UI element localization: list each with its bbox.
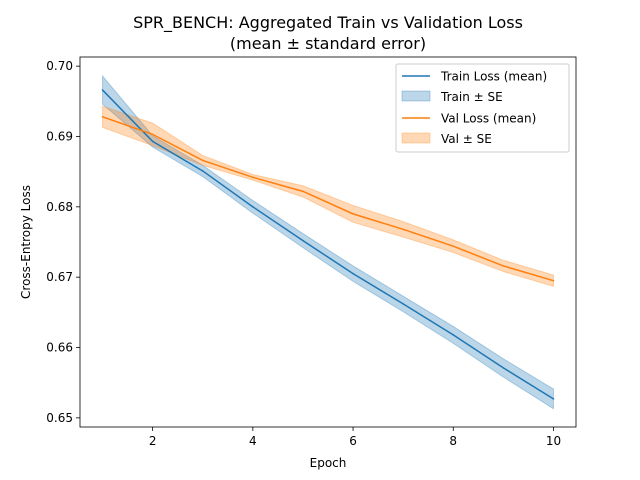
plot-frame	[79, 56, 577, 428]
legend-box	[395, 63, 570, 153]
train-point-5	[302, 239, 304, 242]
x-tick-label: 4	[249, 434, 257, 448]
legend-train-band-swatch	[401, 90, 431, 102]
train-point-3	[201, 170, 204, 172]
x-axis-ticks: 2 4 6 8 10	[149, 427, 561, 448]
y-tick-label: 0.70	[46, 59, 73, 73]
x-axis-label: Epoch	[310, 456, 347, 470]
y-tick-label: 0.66	[46, 341, 73, 355]
x-tick-label: 8	[449, 434, 457, 448]
val-point-6	[352, 213, 354, 215]
val-point-8	[452, 245, 455, 248]
legend-val-band-swatch	[401, 132, 431, 144]
x-tick-label: 6	[349, 434, 357, 448]
chart-title: SPR_BENCH: Aggregated Train vs Validatio…	[133, 13, 523, 33]
y-axis-ticks: 0.65 0.66 0.67 0.68 0.69 0.70	[46, 59, 80, 425]
y-tick-label: 0.69	[46, 129, 73, 143]
y-axis-label: Cross-Entropy Loss	[19, 185, 33, 299]
val-point-4	[252, 176, 254, 179]
legend-val-line-label: Val Loss (mean)	[441, 112, 536, 126]
val-point-9	[502, 265, 505, 267]
val-point-1	[101, 115, 104, 118]
val-point-7	[402, 228, 404, 231]
train-point-8	[452, 334, 455, 336]
x-tick-label: 10	[546, 434, 561, 448]
train-point-10	[552, 398, 555, 400]
train-point-7	[402, 303, 404, 305]
val-point-3	[201, 159, 204, 162]
x-tick-label: 2	[149, 434, 157, 448]
series-lines	[101, 89, 555, 400]
legend: Train Loss (mean) Train ± SE Val Loss (m…	[395, 63, 570, 153]
train-point-1	[101, 89, 104, 91]
val-point-2	[151, 133, 154, 136]
y-tick-label: 0.67	[46, 270, 73, 284]
val-point-5	[302, 190, 304, 193]
legend-train-line-label: Train Loss (mean)	[440, 70, 547, 84]
legend-train-band-label: Train ± SE	[440, 90, 503, 104]
legend-val-band-label: Val ± SE	[441, 132, 492, 146]
y-tick-label: 0.65	[46, 411, 73, 425]
val-mean-line	[102, 116, 554, 282]
chart-subtitle: (mean ± standard error)	[230, 34, 426, 53]
train-point-6	[352, 272, 354, 275]
val-point-10	[552, 279, 555, 282]
train-se-band	[102, 74, 554, 410]
train-point-9	[502, 367, 505, 369]
train-mean-line	[102, 89, 554, 400]
train-point-4	[252, 206, 254, 208]
y-tick-label: 0.68	[46, 200, 73, 214]
train-point-2	[151, 140, 154, 143]
